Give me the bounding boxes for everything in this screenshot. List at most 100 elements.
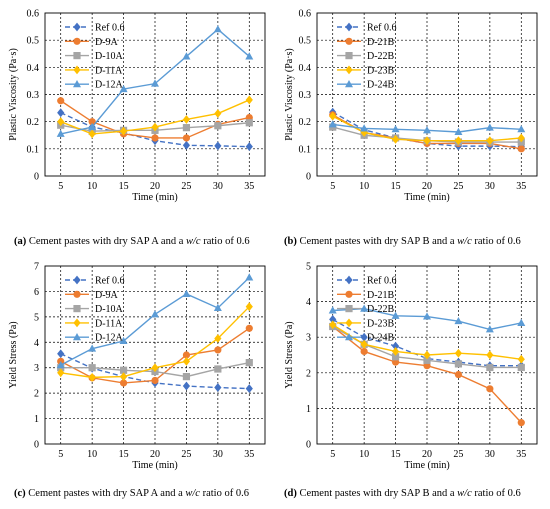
- data-point: [517, 133, 525, 143]
- data-point: [213, 303, 222, 311]
- data-point: [245, 302, 253, 312]
- data-point: [214, 334, 222, 343]
- data-point: [88, 122, 97, 131]
- caption-part: ratio of 0.6: [472, 236, 521, 247]
- caption-part: Cement pastes with dry SAP B and a: [297, 236, 457, 247]
- legend-marker: [345, 318, 353, 328]
- legend-marker: [73, 290, 81, 298]
- plot-frame: [316, 12, 538, 177]
- data-point: [245, 142, 253, 152]
- y-tick-label: 0.5: [299, 36, 312, 47]
- data-point: [88, 344, 97, 352]
- data-point: [486, 385, 494, 393]
- data-point: [119, 366, 128, 374]
- legend-label: Ref 0.6: [95, 23, 124, 34]
- legend-label: D-22B: [367, 51, 395, 62]
- data-point: [56, 360, 65, 369]
- data-point: [423, 356, 431, 364]
- data-point: [182, 381, 191, 391]
- data-point: [517, 363, 525, 372]
- data-point: [329, 111, 337, 121]
- y-tick-label: 0: [34, 440, 39, 451]
- x-axis-label: Time (min): [132, 192, 177, 203]
- plot-frame: [316, 265, 538, 445]
- panel-caption: (a) Cement pastes with dry SAP A and a w…: [14, 236, 250, 247]
- legend-label: D-24B: [367, 333, 395, 344]
- data-point: [151, 122, 159, 132]
- x-tick-label: 35: [516, 449, 526, 460]
- y-tick-label: 1: [34, 414, 39, 425]
- data-point: [182, 52, 191, 60]
- y-tick-label: 0.6: [299, 9, 312, 20]
- legend-marker: [345, 305, 353, 313]
- x-tick-label: 30: [485, 449, 495, 460]
- caption-part: ratio of 0.6: [200, 488, 249, 499]
- data-point: [245, 119, 253, 127]
- y-tick-label: 3: [34, 363, 39, 374]
- y-tick-label: 2: [34, 389, 39, 400]
- x-tick-label: 35: [244, 181, 254, 192]
- legend: Ref 0.6 D-9A D-10A D-11A D-12A: [65, 276, 124, 344]
- data-point: [391, 125, 400, 133]
- data-point: [151, 310, 159, 318]
- x-tick-label: 5: [330, 449, 335, 460]
- chart-panel-3: 0 1 2 3 4 5 6 7 5 10 15 20 25 30 35 Time (min) Yield Str…: [8, 262, 266, 499]
- data-point: [391, 134, 400, 144]
- data-point: [245, 95, 253, 105]
- y-tick-label: 4: [34, 338, 39, 349]
- x-axis-label: Time (min): [404, 192, 449, 203]
- legend-label: D-11A: [95, 318, 123, 329]
- panel-caption: (b) Cement pastes with dry SAP B and a w…: [284, 236, 521, 247]
- legend-label: Ref 0.6: [367, 23, 396, 34]
- data-point: [151, 376, 159, 385]
- data-point: [57, 108, 65, 118]
- legend-label: D-23B: [367, 65, 395, 76]
- data-point: [517, 125, 526, 133]
- data-point: [517, 419, 525, 427]
- panel-caption: (c) Cement pastes with dry SAP A and a w…: [14, 488, 249, 499]
- data-point: [214, 346, 222, 354]
- y-tick-label: 0.6: [27, 9, 40, 20]
- data-point: [182, 351, 191, 359]
- data-point: [360, 339, 368, 349]
- legend-label: D-11A: [95, 65, 123, 76]
- x-tick-label: 5: [58, 449, 63, 460]
- caption-part: (d): [284, 488, 297, 499]
- x-tick-label: 15: [391, 181, 401, 192]
- data-point: [57, 97, 65, 105]
- data-point: [485, 325, 494, 333]
- data-point: [391, 341, 400, 351]
- x-tick-label: 20: [422, 449, 432, 460]
- data-point: [360, 128, 368, 137]
- legend: Ref 0.6 D-21B D-22B D-23B D-24B: [337, 23, 396, 91]
- caption-part: ratio of 0.6: [472, 488, 521, 499]
- data-point: [328, 306, 337, 314]
- caption-part: (c): [14, 488, 26, 499]
- caption-part: ratio of 0.6: [201, 236, 250, 247]
- data-point: [151, 134, 159, 142]
- data-point: [119, 126, 128, 136]
- legend-marker: [345, 290, 353, 298]
- data-point: [57, 349, 65, 359]
- data-point: [423, 350, 431, 360]
- data-point: [182, 115, 191, 124]
- data-point: [329, 315, 337, 324]
- data-point: [485, 123, 494, 131]
- legend-label: D-12A: [95, 333, 124, 344]
- caption-part: Cement pastes with dry SAP A and a: [26, 236, 186, 247]
- data-point: [423, 312, 431, 320]
- legend-marker: [345, 22, 353, 32]
- data-point: [517, 354, 525, 364]
- data-point: [57, 368, 65, 378]
- y-tick-label: 0: [34, 172, 39, 183]
- data-point: [245, 273, 254, 281]
- y-tick-label: 0.2: [299, 117, 312, 128]
- caption-part: Cement pastes with dry SAP A and a: [26, 488, 186, 499]
- data-point: [245, 324, 253, 332]
- legend-marker: [73, 52, 81, 60]
- legend-marker: [345, 37, 353, 45]
- y-tick-label: 5: [306, 262, 311, 273]
- data-point: [182, 134, 191, 142]
- chart-panel-1: 0 0.1 0.2 0.3 0.4 0.5 0.6 5 10 15 20 25 30 35 Time (mi…: [8, 9, 266, 247]
- legend-marker: [73, 305, 81, 313]
